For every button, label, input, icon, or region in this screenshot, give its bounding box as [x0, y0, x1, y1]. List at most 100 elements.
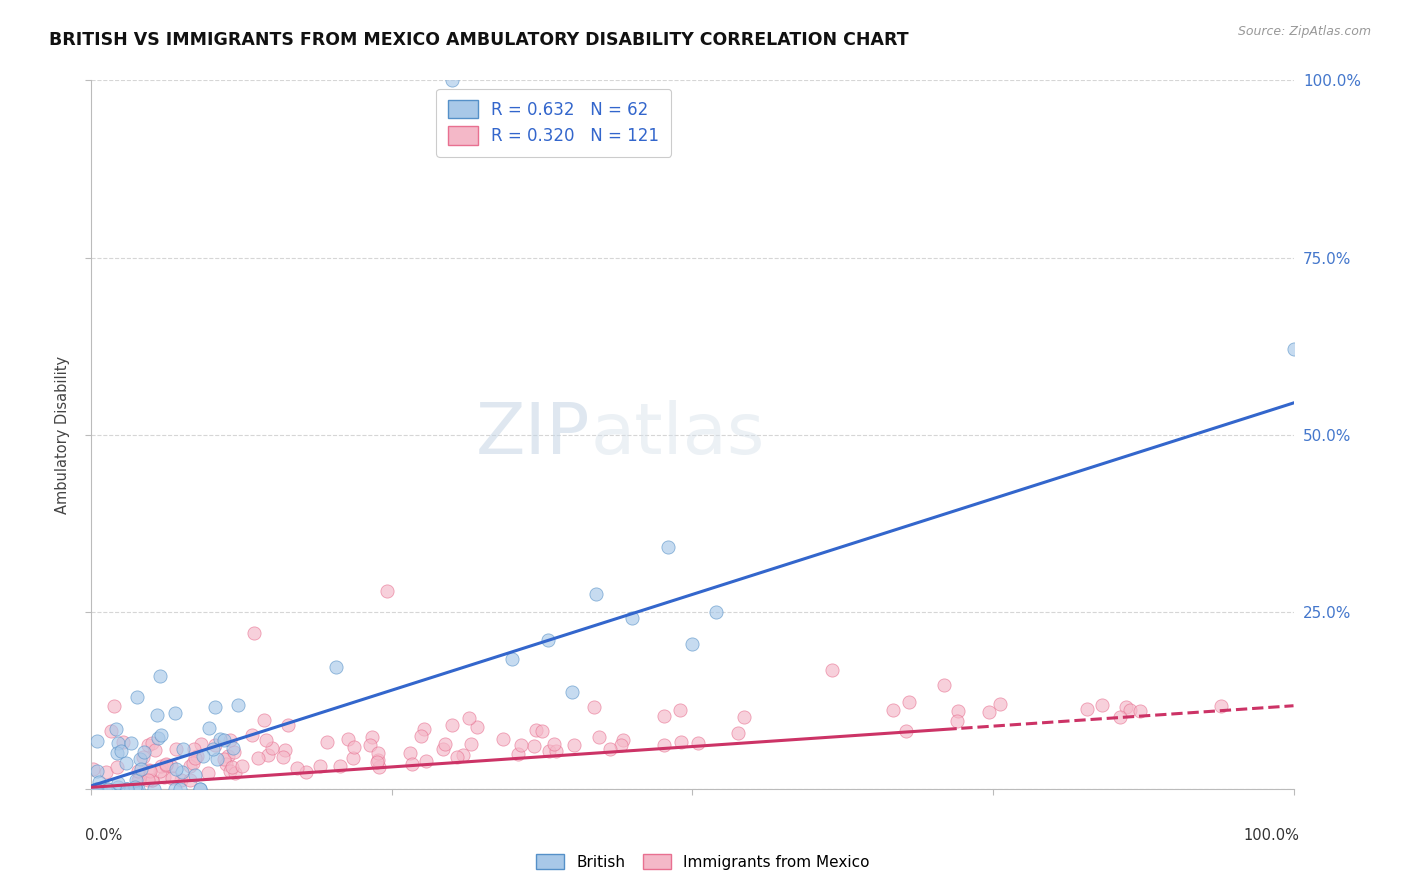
Point [681, 637, 703, 651]
Point [1109, 710, 1132, 724]
Point [260, 741, 283, 756]
Point [181, 756, 204, 770]
Point [561, 685, 583, 699]
Point [375, 583, 398, 598]
Point [169, 782, 191, 797]
Point [136, 739, 159, 753]
Point [451, 748, 474, 763]
Point [440, 718, 463, 732]
Point [204, 738, 226, 752]
Point [97, 782, 120, 797]
Point [325, 659, 347, 673]
Point [415, 754, 437, 768]
Point [86, 734, 108, 748]
Text: BRITISH VS IMMIGRANTS FROM MEXICO AMBULATORY DISABILITY CORRELATION CHART: BRITISH VS IMMIGRANTS FROM MEXICO AMBULA… [49, 31, 908, 49]
Point [360, 730, 382, 744]
Point [204, 699, 226, 714]
Point [128, 772, 150, 787]
Point [612, 732, 634, 747]
Point [1282, 342, 1305, 356]
Point [125, 772, 148, 787]
Point [652, 738, 675, 752]
Point [112, 735, 135, 749]
Point [143, 743, 166, 757]
Point [1091, 698, 1114, 712]
Point [141, 736, 163, 750]
Point [523, 739, 546, 753]
Legend: British, Immigrants from Mexico: British, Immigrants from Mexico [529, 846, 877, 877]
Point [127, 773, 149, 788]
Point [271, 749, 294, 764]
Point [136, 772, 159, 787]
Point [562, 738, 585, 752]
Point [138, 764, 160, 779]
Point [544, 744, 567, 758]
Point [138, 763, 160, 777]
Point [432, 742, 454, 756]
Point [190, 737, 212, 751]
Point [124, 780, 146, 794]
Point [686, 736, 709, 750]
Point [188, 782, 211, 797]
Point [218, 764, 240, 778]
Point [141, 773, 163, 788]
Point [179, 759, 201, 773]
Point [188, 782, 211, 797]
Point [115, 756, 138, 770]
Point [946, 704, 969, 718]
Point [510, 738, 533, 752]
Point [146, 708, 169, 723]
Point [1118, 703, 1140, 717]
Point [84, 782, 107, 797]
Point [202, 742, 225, 756]
Point [257, 748, 280, 763]
Point [367, 746, 389, 760]
Point [132, 750, 155, 764]
Point [125, 690, 148, 705]
Point [222, 741, 245, 756]
Point [599, 742, 621, 756]
Point [501, 652, 523, 666]
Point [820, 663, 842, 677]
Point [247, 751, 270, 765]
Point [212, 732, 235, 747]
Point [115, 782, 138, 797]
Point [733, 710, 755, 724]
Point [212, 752, 235, 766]
Point [342, 751, 364, 765]
Point [367, 753, 389, 767]
Point [205, 751, 228, 765]
Point [657, 541, 679, 555]
Point [274, 743, 297, 757]
Point [894, 724, 917, 739]
Point [94, 764, 117, 779]
Point [524, 723, 547, 737]
Point [165, 762, 187, 776]
Point [240, 729, 263, 743]
Point [150, 758, 173, 772]
Point [131, 762, 153, 776]
Point [585, 587, 607, 601]
Text: ZIP: ZIP [475, 401, 591, 469]
Y-axis label: Ambulatory Disability: Ambulatory Disability [55, 356, 70, 514]
Legend: R = 0.632   N = 62, R = 0.320   N = 121: R = 0.632 N = 62, R = 0.320 N = 121 [436, 88, 671, 157]
Point [1076, 702, 1098, 716]
Point [538, 744, 561, 758]
Point [285, 761, 308, 775]
Point [465, 720, 488, 734]
Point [366, 755, 388, 769]
Point [224, 766, 246, 780]
Point [506, 747, 529, 762]
Point [160, 759, 183, 773]
Point [398, 746, 420, 760]
Point [413, 722, 436, 736]
Point [170, 765, 193, 780]
Point [184, 768, 207, 782]
Point [440, 73, 463, 87]
Point [105, 746, 128, 760]
Point [401, 756, 423, 771]
Point [977, 706, 1000, 720]
Point [155, 758, 177, 772]
Point [110, 744, 132, 758]
Point [231, 759, 253, 773]
